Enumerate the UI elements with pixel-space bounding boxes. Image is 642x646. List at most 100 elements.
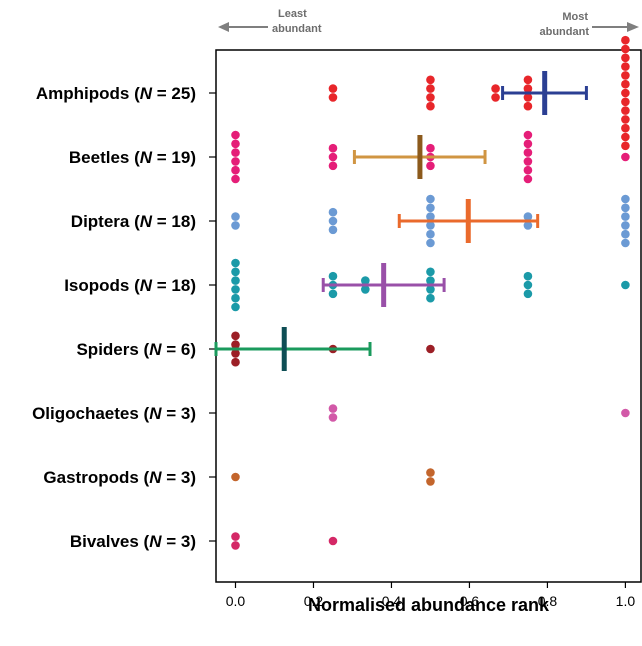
point-beetles xyxy=(328,152,338,162)
point-isopods xyxy=(361,276,370,285)
point-beetles xyxy=(426,143,435,153)
point-amphipods xyxy=(426,101,435,111)
point-bivalves xyxy=(231,532,240,541)
x-tick-label: 0.0 xyxy=(226,593,246,609)
point-beetles xyxy=(523,157,533,166)
point-gastropods xyxy=(426,468,435,477)
point-beetles xyxy=(328,143,338,153)
data-marks xyxy=(214,35,630,550)
point-gastropods xyxy=(426,477,435,486)
point-amphipods xyxy=(328,93,338,102)
point-beetles xyxy=(523,130,533,140)
point-amphipods xyxy=(621,88,630,98)
least-annotation-line1: Least xyxy=(278,8,307,20)
point-diptera xyxy=(328,207,338,217)
point-amphipods xyxy=(621,53,630,63)
point-beetles xyxy=(231,130,240,140)
y-label-spiders: Spiders (N = 6) xyxy=(76,340,196,359)
point-amphipods xyxy=(621,132,630,142)
point-diptera xyxy=(328,225,338,235)
point-diptera xyxy=(426,212,435,221)
point-diptera xyxy=(426,194,435,204)
plot-frame xyxy=(215,49,642,583)
point-spiders xyxy=(231,357,240,367)
point-diptera xyxy=(621,238,630,248)
point-amphipods xyxy=(621,71,630,80)
point-isopods xyxy=(231,285,240,294)
point-amphipods xyxy=(621,35,630,45)
point-amphipods xyxy=(621,79,630,89)
point-spiders xyxy=(231,349,240,358)
point-amphipods xyxy=(426,84,435,93)
point-diptera xyxy=(621,203,630,213)
point-diptera xyxy=(426,229,435,239)
point-oligochaetes xyxy=(328,413,338,422)
point-amphipods xyxy=(523,75,533,85)
point-isopods xyxy=(621,280,630,290)
y-label-isopods: Isopods (N = 18) xyxy=(64,276,196,295)
point-amphipods xyxy=(328,84,338,93)
y-axis-labels: Amphipods (N = 25) Beetles (N = 19) Dipter… xyxy=(32,84,216,551)
y-label-beetles: Beetles (N = 19) xyxy=(69,148,196,167)
point-spiders xyxy=(231,331,240,341)
point-amphipods xyxy=(426,75,435,85)
point-diptera xyxy=(621,194,630,204)
point-amphipods xyxy=(621,106,630,115)
point-diptera xyxy=(523,212,533,221)
point-beetles xyxy=(426,161,435,171)
point-diptera xyxy=(621,221,630,230)
point-beetles xyxy=(231,157,240,166)
point-isopods xyxy=(426,293,435,303)
point-isopods xyxy=(426,267,435,277)
point-amphipods xyxy=(621,62,630,71)
point-beetles xyxy=(231,174,240,184)
point-beetles xyxy=(621,152,630,162)
point-isopods xyxy=(231,267,240,277)
point-isopods xyxy=(328,289,338,299)
point-spiders xyxy=(231,340,240,349)
point-beetles xyxy=(328,161,338,171)
point-bivalves xyxy=(231,541,240,550)
point-isopods xyxy=(523,271,533,281)
point-diptera xyxy=(328,216,338,226)
point-beetles xyxy=(523,139,533,149)
x-tick-label: 0.4 xyxy=(382,593,402,609)
point-diptera xyxy=(621,212,630,221)
point-diptera xyxy=(426,221,435,230)
point-isopods xyxy=(231,302,240,312)
least-annotation-line2: abundant xyxy=(272,23,322,35)
point-oligochaetes xyxy=(328,404,338,413)
point-beetles xyxy=(523,174,533,184)
x-tick-label: 0.6 xyxy=(460,593,480,609)
point-amphipods xyxy=(621,115,630,124)
x-axis: 0.0 0.2 0.4 0.6 0.8 1.0 xyxy=(226,582,636,609)
point-beetles xyxy=(231,165,240,175)
point-amphipods xyxy=(621,97,630,107)
point-beetles xyxy=(231,148,240,157)
point-isopods xyxy=(231,258,240,268)
point-amphipods xyxy=(491,84,500,93)
point-isopods xyxy=(523,280,533,290)
point-amphipods xyxy=(523,84,533,93)
x-tick-label: 0.8 xyxy=(538,593,558,609)
point-diptera xyxy=(621,229,630,239)
point-diptera xyxy=(426,238,435,248)
point-isopods xyxy=(231,293,240,303)
point-beetles xyxy=(523,165,533,175)
point-isopods xyxy=(426,285,435,294)
point-amphipods xyxy=(523,93,533,102)
right-arrowhead xyxy=(627,22,639,32)
most-annotation-line2: abundant xyxy=(540,26,590,38)
point-amphipods xyxy=(621,123,630,133)
point-isopods xyxy=(328,271,338,281)
point-diptera xyxy=(523,221,533,230)
point-isopods xyxy=(426,276,435,285)
x-tick-label: 1.0 xyxy=(616,593,636,609)
point-diptera xyxy=(231,212,240,221)
point-bivalves xyxy=(328,536,338,546)
point-isopods xyxy=(361,285,370,294)
y-label-gastropods: Gastropods (N = 3) xyxy=(43,468,196,487)
point-oligochaetes xyxy=(621,408,630,418)
point-diptera xyxy=(426,203,435,213)
